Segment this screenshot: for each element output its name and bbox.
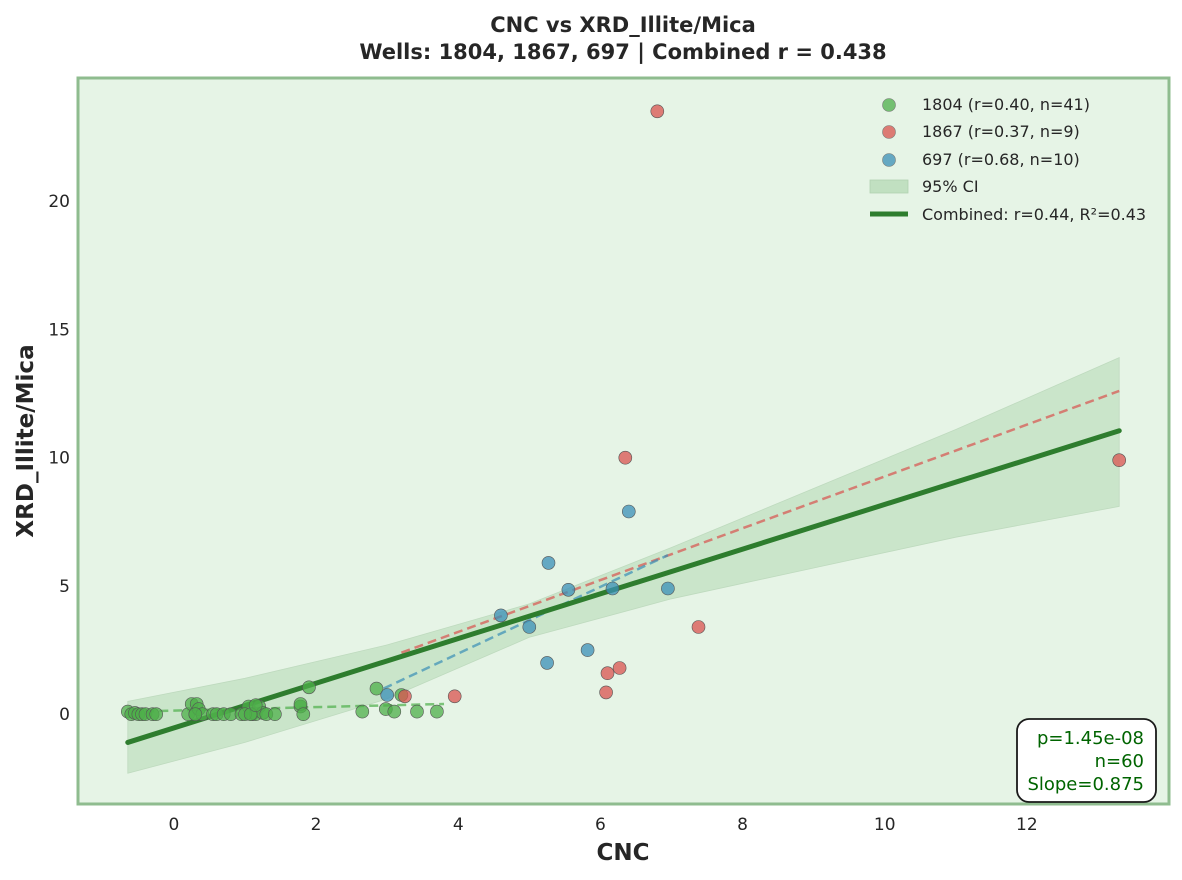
chart-title-line2: Wells: 1804, 1867, 697 | Combined r = 0.… (359, 40, 886, 65)
point-1804 (188, 707, 203, 722)
point-1867 (1112, 453, 1126, 468)
x-tick-label: 12 (1016, 815, 1038, 835)
point-697 (580, 643, 595, 657)
point-697 (661, 581, 675, 596)
point-697 (561, 582, 576, 597)
combined-line-layer (125, 428, 1122, 745)
x-tick-label: 2 (311, 815, 322, 835)
ci-band (127, 356, 1120, 774)
legend-marker-1804 (882, 98, 896, 112)
x-tick-label: 8 (737, 815, 748, 835)
point-697 (380, 688, 395, 702)
y-tick-label: 20 (48, 192, 70, 212)
point-1804 (296, 707, 311, 722)
stats-slope: Slope=0.875 (1027, 774, 1144, 795)
legend: 1804 (r=0.40, n=41) 1867 (r=0.37, n=9) 6… (869, 95, 1146, 224)
point-1804 (369, 681, 384, 696)
point-697 (605, 581, 620, 596)
point-1804 (387, 704, 402, 719)
point-1867 (398, 689, 412, 704)
trend-line-1867 (400, 389, 1120, 654)
point-1867 (618, 450, 633, 465)
ci-band-layer (127, 356, 1120, 774)
point-1867 (447, 689, 462, 704)
point-1867 (599, 685, 613, 700)
point-1804 (149, 707, 163, 722)
point-1867 (600, 666, 615, 681)
point-1867 (612, 661, 627, 675)
point-1804 (355, 704, 370, 719)
legend-marker-1867 (882, 125, 896, 139)
legend-label-ci: 95% CI (922, 177, 979, 196)
point-1804 (410, 704, 424, 719)
legend-label-1867: 1867 (r=0.37, n=9) (922, 122, 1080, 141)
point-697 (621, 504, 636, 519)
point-697 (541, 556, 556, 570)
x-tick-label: 10 (874, 815, 896, 835)
y-axis-ticks: 0 5 10 15 20 (48, 192, 70, 725)
legend-marker-ci (869, 179, 909, 194)
point-697 (522, 620, 537, 634)
stats-box: p=1.45e-08 n=60 Slope=0.875 (1016, 718, 1157, 803)
point-1867 (650, 104, 665, 119)
chart-title-line1: CNC vs XRD_Illite/Mica (490, 13, 756, 37)
plot-area (78, 78, 1169, 804)
x-tick-label: 4 (453, 815, 464, 835)
x-tick-label: 0 (169, 815, 180, 835)
y-tick-label: 0 (59, 705, 70, 725)
plot-frame (76, 76, 1171, 806)
points-layer (121, 104, 1126, 722)
combined-regression-line (125, 428, 1122, 745)
y-tick-label: 15 (48, 320, 70, 340)
legend-label-697: 697 (r=0.68, n=10) (922, 150, 1080, 169)
stats-n: n=60 (1095, 751, 1144, 772)
point-697 (540, 656, 554, 670)
y-tick-label: 5 (59, 577, 70, 597)
stats-p-value: p=1.45e-08 (1037, 728, 1144, 749)
stats-box-frame (1016, 718, 1157, 803)
y-axis-label: XRD_Illite/Mica (13, 344, 39, 537)
x-axis-ticks: 0 2 4 6 8 10 12 (169, 815, 1038, 835)
x-tick-label: 6 (595, 815, 606, 835)
point-1804 (430, 704, 444, 719)
legend-label-1804: 1804 (r=0.40, n=41) (922, 95, 1090, 114)
legend-marker-697 (882, 153, 896, 167)
point-1804 (268, 707, 282, 722)
point-697 (494, 608, 508, 623)
point-1867 (691, 620, 706, 634)
x-axis-label: CNC (596, 840, 649, 866)
legend-label-combined: Combined: r=0.44, R²=0.43 (922, 205, 1146, 224)
point-1804 (248, 698, 263, 713)
point-1804 (302, 680, 316, 695)
y-tick-label: 10 (48, 449, 70, 469)
